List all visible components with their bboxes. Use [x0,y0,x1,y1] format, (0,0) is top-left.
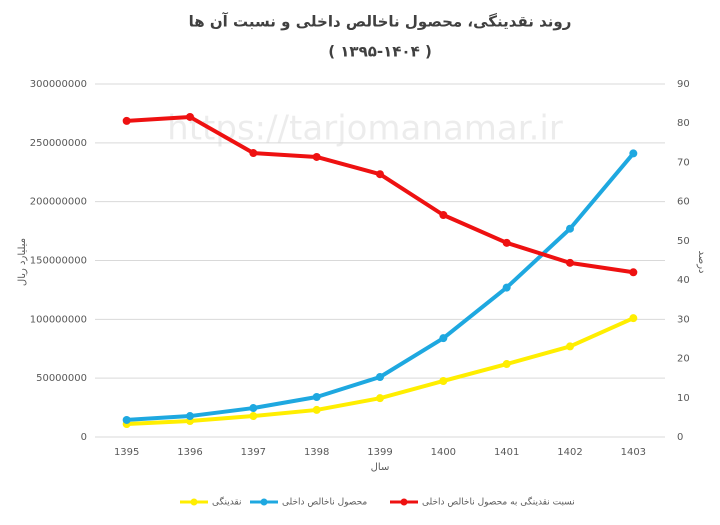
x-tick-label: 1402 [557,447,582,458]
y2-tick-label: 70 [677,157,690,168]
y-tick-label: 100000000 [30,314,87,325]
y2-tick-label: 20 [677,354,690,365]
data-point [186,412,194,421]
y2-tick-label: 50 [677,236,690,247]
data-point [566,342,574,351]
data-point [376,170,384,179]
data-point [249,404,258,413]
data-point [376,394,384,403]
data-point [122,415,131,424]
chart-subtitle: ( ۱۳۹۵-۱۴۰۴ ) [328,43,432,61]
data-point [439,211,448,220]
data-point [122,116,131,125]
x-tick-label: 1401 [494,447,519,458]
data-point [566,224,574,233]
data-point [629,268,638,277]
x-tick-label: 1400 [431,447,456,458]
data-point [502,360,511,369]
y-tick-label: 300000000 [30,79,87,90]
data-point [249,149,258,158]
data-point [186,112,194,121]
y2-tick-label: 10 [677,393,690,404]
legend-marker [260,498,268,506]
x-axis-label: سال [371,462,390,473]
y2-tick-label: 30 [677,314,690,325]
data-point [312,152,321,161]
data-point [249,412,258,421]
x-tick-label: 1395 [114,447,139,458]
x-tick-label: 1398 [304,447,329,458]
y-tick-label: 250000000 [30,138,87,149]
y2-tick-label: 40 [677,275,690,286]
y2-tick-label: 90 [677,79,690,90]
x-tick-label: 1397 [241,447,266,458]
legend-label: نسبت نقدینگی به محصول ناخالص داخلی [422,496,575,508]
data-point [629,314,638,323]
data-point [566,258,574,267]
data-point [502,283,511,292]
data-point [312,392,321,401]
y2-tick-label: 80 [677,118,690,129]
data-point [629,149,638,158]
y2-tick-label: 0 [677,432,683,443]
x-tick-label: 1403 [621,447,646,458]
y-tick-label: 150000000 [30,256,87,267]
data-point [312,405,321,414]
y-tick-label: 0 [81,432,87,443]
legend-label: محصول ناخالص داخلی [282,498,367,508]
legend-label: نقدینگی [212,496,241,508]
y2-tick-label: 60 [677,197,690,208]
data-point [502,238,511,247]
y-axis-label: میلیارد ریال [17,238,28,286]
legend-marker [400,498,408,506]
data-point [376,372,384,381]
y-tick-label: 50000000 [36,373,87,384]
chart-title: روند نقدینگی، محصول ناخالص داخلی و نسبت … [189,13,572,31]
data-point [439,334,448,343]
legend-marker [190,498,198,506]
x-tick-label: 1396 [177,447,202,458]
data-point [439,376,448,385]
y-tick-label: 200000000 [30,197,87,208]
y2-axis-label: درصد [696,250,707,273]
x-tick-label: 1399 [367,447,392,458]
